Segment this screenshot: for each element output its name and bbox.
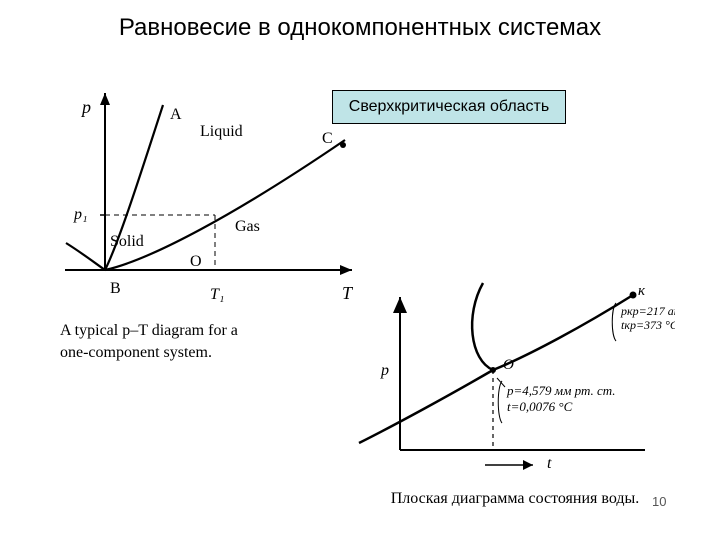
- diagram1-caption: A typical p–T diagram for a one-componen…: [60, 320, 238, 363]
- svg-text:p: p: [80, 97, 91, 117]
- phase-diagram-generic: p A Liquid p₁ Solid Gas O B T₁ T: [60, 85, 360, 305]
- svg-text:T: T: [342, 283, 354, 303]
- svg-text:O: O: [503, 357, 514, 373]
- diagram2-caption: Плоская диаграмма состояния воды.: [355, 490, 675, 508]
- svg-text:t=0,0076 °C: t=0,0076 °C: [507, 399, 573, 414]
- slide-title: Равновесие в однокомпонентных системах: [0, 14, 720, 42]
- svg-text:B: B: [110, 280, 121, 297]
- supercritical-label: Сверхкритическая область: [349, 98, 549, 115]
- phase-diagram-water: p t Oк p=4,579 мм рт. ст.t=0,0076 °C pкр=217…: [355, 275, 675, 485]
- svg-text:p: p: [380, 362, 389, 379]
- svg-text:T₁: T₁: [210, 286, 224, 303]
- page-number: 10: [652, 494, 666, 509]
- svg-text:pкр=217 атм: pкр=217 атм: [620, 304, 675, 318]
- svg-text:tкр=373 °C: tкр=373 °C: [621, 318, 675, 332]
- svg-text:t: t: [547, 455, 552, 472]
- svg-text:p=4,579 мм рт. ст.: p=4,579 мм рт. ст.: [506, 383, 616, 398]
- svg-text:A: A: [170, 106, 182, 123]
- caption1-line1: A typical p–T diagram for a: [60, 322, 238, 339]
- svg-text:p₁: p₁: [73, 206, 88, 223]
- svg-text:Gas: Gas: [235, 218, 260, 235]
- svg-text:O: O: [190, 253, 202, 270]
- svg-text:Solid: Solid: [110, 233, 144, 250]
- caption1-line2: one-component system.: [60, 344, 212, 361]
- svg-text:Liquid: Liquid: [200, 123, 243, 140]
- svg-text:к: к: [638, 283, 646, 299]
- supercritical-box: Сверхкритическая область: [332, 90, 566, 124]
